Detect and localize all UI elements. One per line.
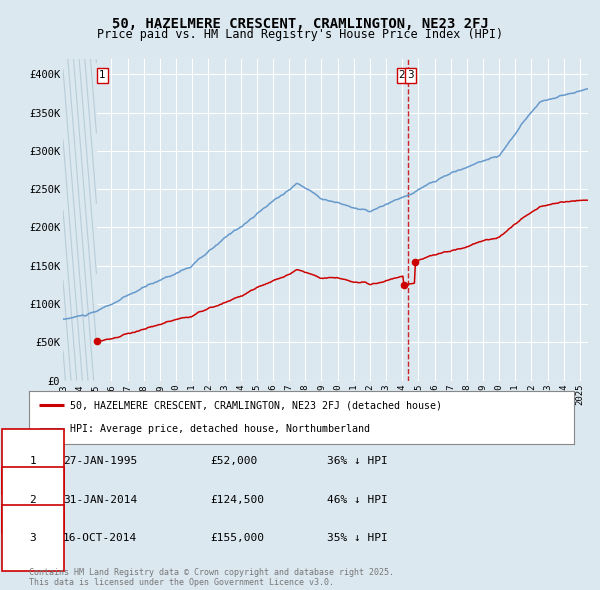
- Text: £155,000: £155,000: [210, 533, 264, 543]
- Text: 50, HAZELMERE CRESCENT, CRAMLINGTON, NE23 2FJ (detached house): 50, HAZELMERE CRESCENT, CRAMLINGTON, NE2…: [70, 401, 442, 411]
- Text: 16-OCT-2014: 16-OCT-2014: [63, 533, 137, 543]
- Text: 36% ↓ HPI: 36% ↓ HPI: [327, 457, 388, 466]
- Text: 3: 3: [407, 70, 414, 80]
- Text: £124,500: £124,500: [210, 495, 264, 504]
- Text: £52,000: £52,000: [210, 457, 257, 466]
- Text: 2: 2: [398, 70, 406, 80]
- Text: 31-JAN-2014: 31-JAN-2014: [63, 495, 137, 504]
- Text: 27-JAN-1995: 27-JAN-1995: [63, 457, 137, 466]
- Text: 2: 2: [29, 495, 37, 504]
- Text: 35% ↓ HPI: 35% ↓ HPI: [327, 533, 388, 543]
- Text: HPI: Average price, detached house, Northumberland: HPI: Average price, detached house, Nort…: [70, 424, 370, 434]
- Text: 1: 1: [29, 457, 37, 466]
- Text: 50, HAZELMERE CRESCENT, CRAMLINGTON, NE23 2FJ: 50, HAZELMERE CRESCENT, CRAMLINGTON, NE2…: [112, 17, 488, 31]
- Text: 46% ↓ HPI: 46% ↓ HPI: [327, 495, 388, 504]
- Text: Contains HM Land Registry data © Crown copyright and database right 2025.
This d: Contains HM Land Registry data © Crown c…: [29, 568, 394, 587]
- Text: 3: 3: [29, 533, 37, 543]
- Bar: [63, 59, 97, 381]
- Text: 1: 1: [99, 70, 106, 80]
- Text: Price paid vs. HM Land Registry's House Price Index (HPI): Price paid vs. HM Land Registry's House …: [97, 28, 503, 41]
